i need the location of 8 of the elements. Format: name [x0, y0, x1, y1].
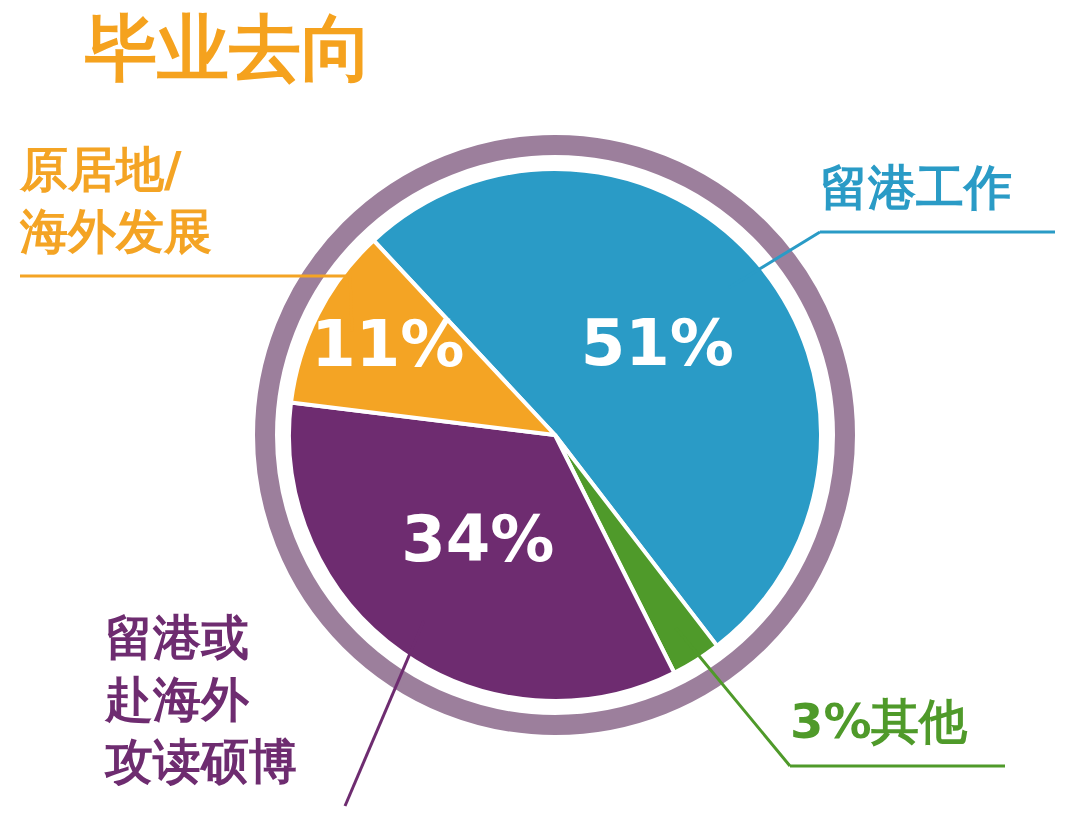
slice-label: 留港工作 [820, 159, 1012, 216]
chart-title: 毕业去向 [84, 5, 373, 90]
slice-label: 原居地/海外发展 [19, 141, 212, 260]
data-label: 51% [580, 306, 734, 380]
slice-label: 3%其他 [790, 693, 969, 750]
data-label: 34% [401, 502, 555, 577]
data-label: 11% [311, 307, 465, 382]
slice-label: 留港或赴海外攻读硕博 [104, 609, 297, 790]
